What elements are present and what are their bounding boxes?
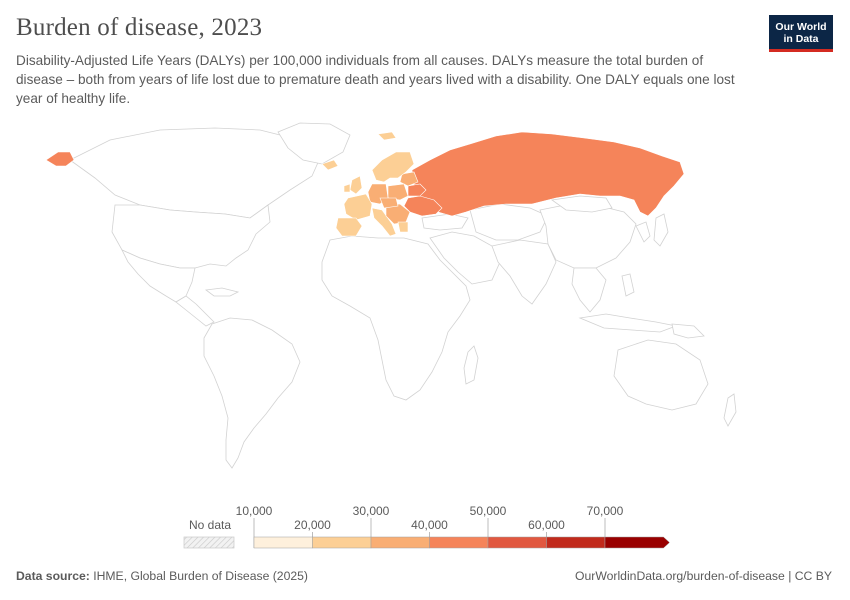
map-russia[interactable] [411, 131, 685, 217]
map-philippines[interactable] [621, 273, 635, 297]
source-text: IHME, Global Burden of Disease (2025) [93, 569, 308, 583]
map-poland[interactable] [387, 183, 409, 201]
map-new-zealand[interactable] [723, 393, 737, 427]
map-middle-east[interactable] [429, 231, 501, 285]
no-data-countries [69, 122, 737, 469]
map-uk[interactable] [349, 175, 363, 195]
map-canada[interactable] [69, 127, 321, 219]
map-legend: 10,000 20,000 30,000 40,000 50,000 60,000 70,0… [183, 504, 670, 549]
map-baltics[interactable] [399, 171, 419, 187]
map-alaska[interactable] [45, 151, 75, 167]
map-italy[interactable] [371, 207, 397, 237]
map-caribbean[interactable] [204, 287, 240, 297]
map-central-europe[interactable] [379, 197, 399, 209]
legend-bin-4[interactable] [429, 536, 489, 549]
map-turkey[interactable] [421, 213, 469, 231]
legend-tick-label: 60,000 [528, 518, 565, 532]
legend-bin-5[interactable] [487, 536, 547, 549]
world-map[interactable] [0, 120, 850, 490]
map-greenland[interactable] [277, 122, 351, 165]
chart-subtitle: Disability-Adjusted Life Years (DALYs) p… [16, 53, 735, 106]
map-indonesia[interactable] [578, 313, 678, 333]
owid-logo[interactable]: Our World in Data [769, 15, 833, 52]
legend-bin-6[interactable] [546, 536, 606, 549]
legend-bin-1[interactable] [253, 536, 313, 549]
map-africa[interactable] [321, 235, 471, 401]
legend-bin-7[interactable] [604, 536, 670, 549]
map-south-america[interactable] [203, 317, 301, 469]
map-svalbard[interactable] [377, 131, 397, 141]
legend-no-data-label: No data [189, 518, 231, 532]
data-countries [45, 131, 685, 237]
map-australia[interactable] [613, 339, 709, 411]
legend-no-data-swatch [183, 536, 235, 549]
legend-bin-3[interactable] [370, 536, 430, 549]
map-png[interactable] [671, 323, 705, 339]
legend-ticks: 10,000 20,000 30,000 40,000 50,000 60,000 70,0… [236, 504, 624, 548]
map-korea-japan[interactable] [635, 213, 669, 247]
legend-bins [253, 536, 670, 549]
footer-source: Data source: IHME, Global Burden of Dise… [16, 569, 308, 583]
map-central-asia[interactable] [469, 203, 549, 241]
map-greece[interactable] [397, 221, 409, 233]
map-ireland[interactable] [343, 183, 351, 193]
legend-tick-label: 30,000 [353, 504, 390, 518]
legend-tick-label: 20,000 [294, 518, 331, 532]
map-ukraine[interactable] [403, 195, 443, 217]
legend-tick-label: 50,000 [470, 504, 507, 518]
chart-title: Burden of disease, 2023 [16, 14, 263, 41]
map-mongolia[interactable] [550, 195, 613, 213]
legend-bin-2[interactable] [312, 536, 372, 549]
map-iceland[interactable] [321, 159, 339, 171]
map-southeast-asia[interactable] [571, 267, 607, 313]
logo-line-1: Our World [775, 21, 827, 33]
map-iberia[interactable] [335, 217, 363, 237]
map-france[interactable] [343, 193, 373, 221]
legend-tick-label: 70,000 [587, 504, 624, 518]
legend-tick-label: 10,000 [236, 504, 273, 518]
legend-no-data: No data [183, 518, 235, 549]
map-belarus[interactable] [407, 183, 427, 197]
map-south-asia[interactable] [491, 239, 557, 305]
map-madagascar[interactable] [463, 345, 479, 385]
footer-url[interactable]: OurWorldinData.org/burden-of-disease | C… [575, 569, 832, 583]
logo-line-2: in Data [783, 33, 819, 45]
source-label: Data source: [16, 569, 90, 583]
legend-tick-label: 40,000 [411, 518, 448, 532]
map-scandinavia[interactable] [371, 151, 415, 183]
map-central-america[interactable] [175, 295, 215, 327]
